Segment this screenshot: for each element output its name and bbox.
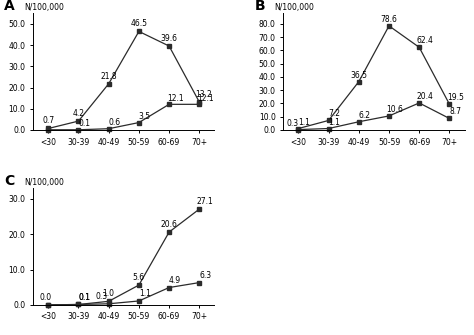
Text: 0.3: 0.3 [286,119,299,128]
Text: 0.1: 0.1 [79,293,91,302]
Text: 1.0: 1.0 [103,289,115,298]
Text: 39.6: 39.6 [161,34,178,43]
Text: 36.5: 36.5 [350,71,367,80]
Text: 5.6: 5.6 [133,273,145,282]
Text: 0.6: 0.6 [109,118,121,127]
Text: 62.4: 62.4 [417,36,434,45]
Text: 8.7: 8.7 [449,108,462,117]
Text: 0.1: 0.1 [79,119,91,128]
Text: 78.6: 78.6 [381,15,397,24]
Text: 1.1: 1.1 [139,289,151,298]
Text: 12.1: 12.1 [167,94,183,103]
Text: 3.5: 3.5 [139,112,151,121]
Text: 7.2: 7.2 [328,110,341,119]
Text: 10.6: 10.6 [387,105,403,114]
Text: 0.3: 0.3 [95,292,107,301]
Text: N/100,000: N/100,000 [24,3,64,12]
Text: 4.9: 4.9 [169,276,181,285]
Text: 27.1: 27.1 [197,197,214,206]
Text: 12.1: 12.1 [197,94,214,103]
Text: A: A [4,0,15,13]
Text: B: B [254,0,265,13]
Text: C: C [4,174,14,188]
Text: 46.5: 46.5 [130,19,147,28]
Text: 1.1: 1.1 [328,118,341,127]
Text: N/100,000: N/100,000 [274,3,314,12]
Text: 19.5: 19.5 [447,93,464,102]
Text: 0.0: 0.0 [39,293,51,302]
Text: 20.6: 20.6 [161,220,178,229]
Text: 4.2: 4.2 [73,109,84,118]
Text: 6.3: 6.3 [199,271,211,280]
Text: 1.1: 1.1 [299,118,310,127]
Text: 13.2: 13.2 [195,90,212,99]
Text: 20.4: 20.4 [417,92,434,101]
Text: 0.1: 0.1 [79,293,91,302]
Text: N/100,000: N/100,000 [24,178,64,187]
Text: 21.8: 21.8 [100,72,117,81]
Text: 6.2: 6.2 [359,111,371,120]
Text: 0.7: 0.7 [42,116,55,125]
